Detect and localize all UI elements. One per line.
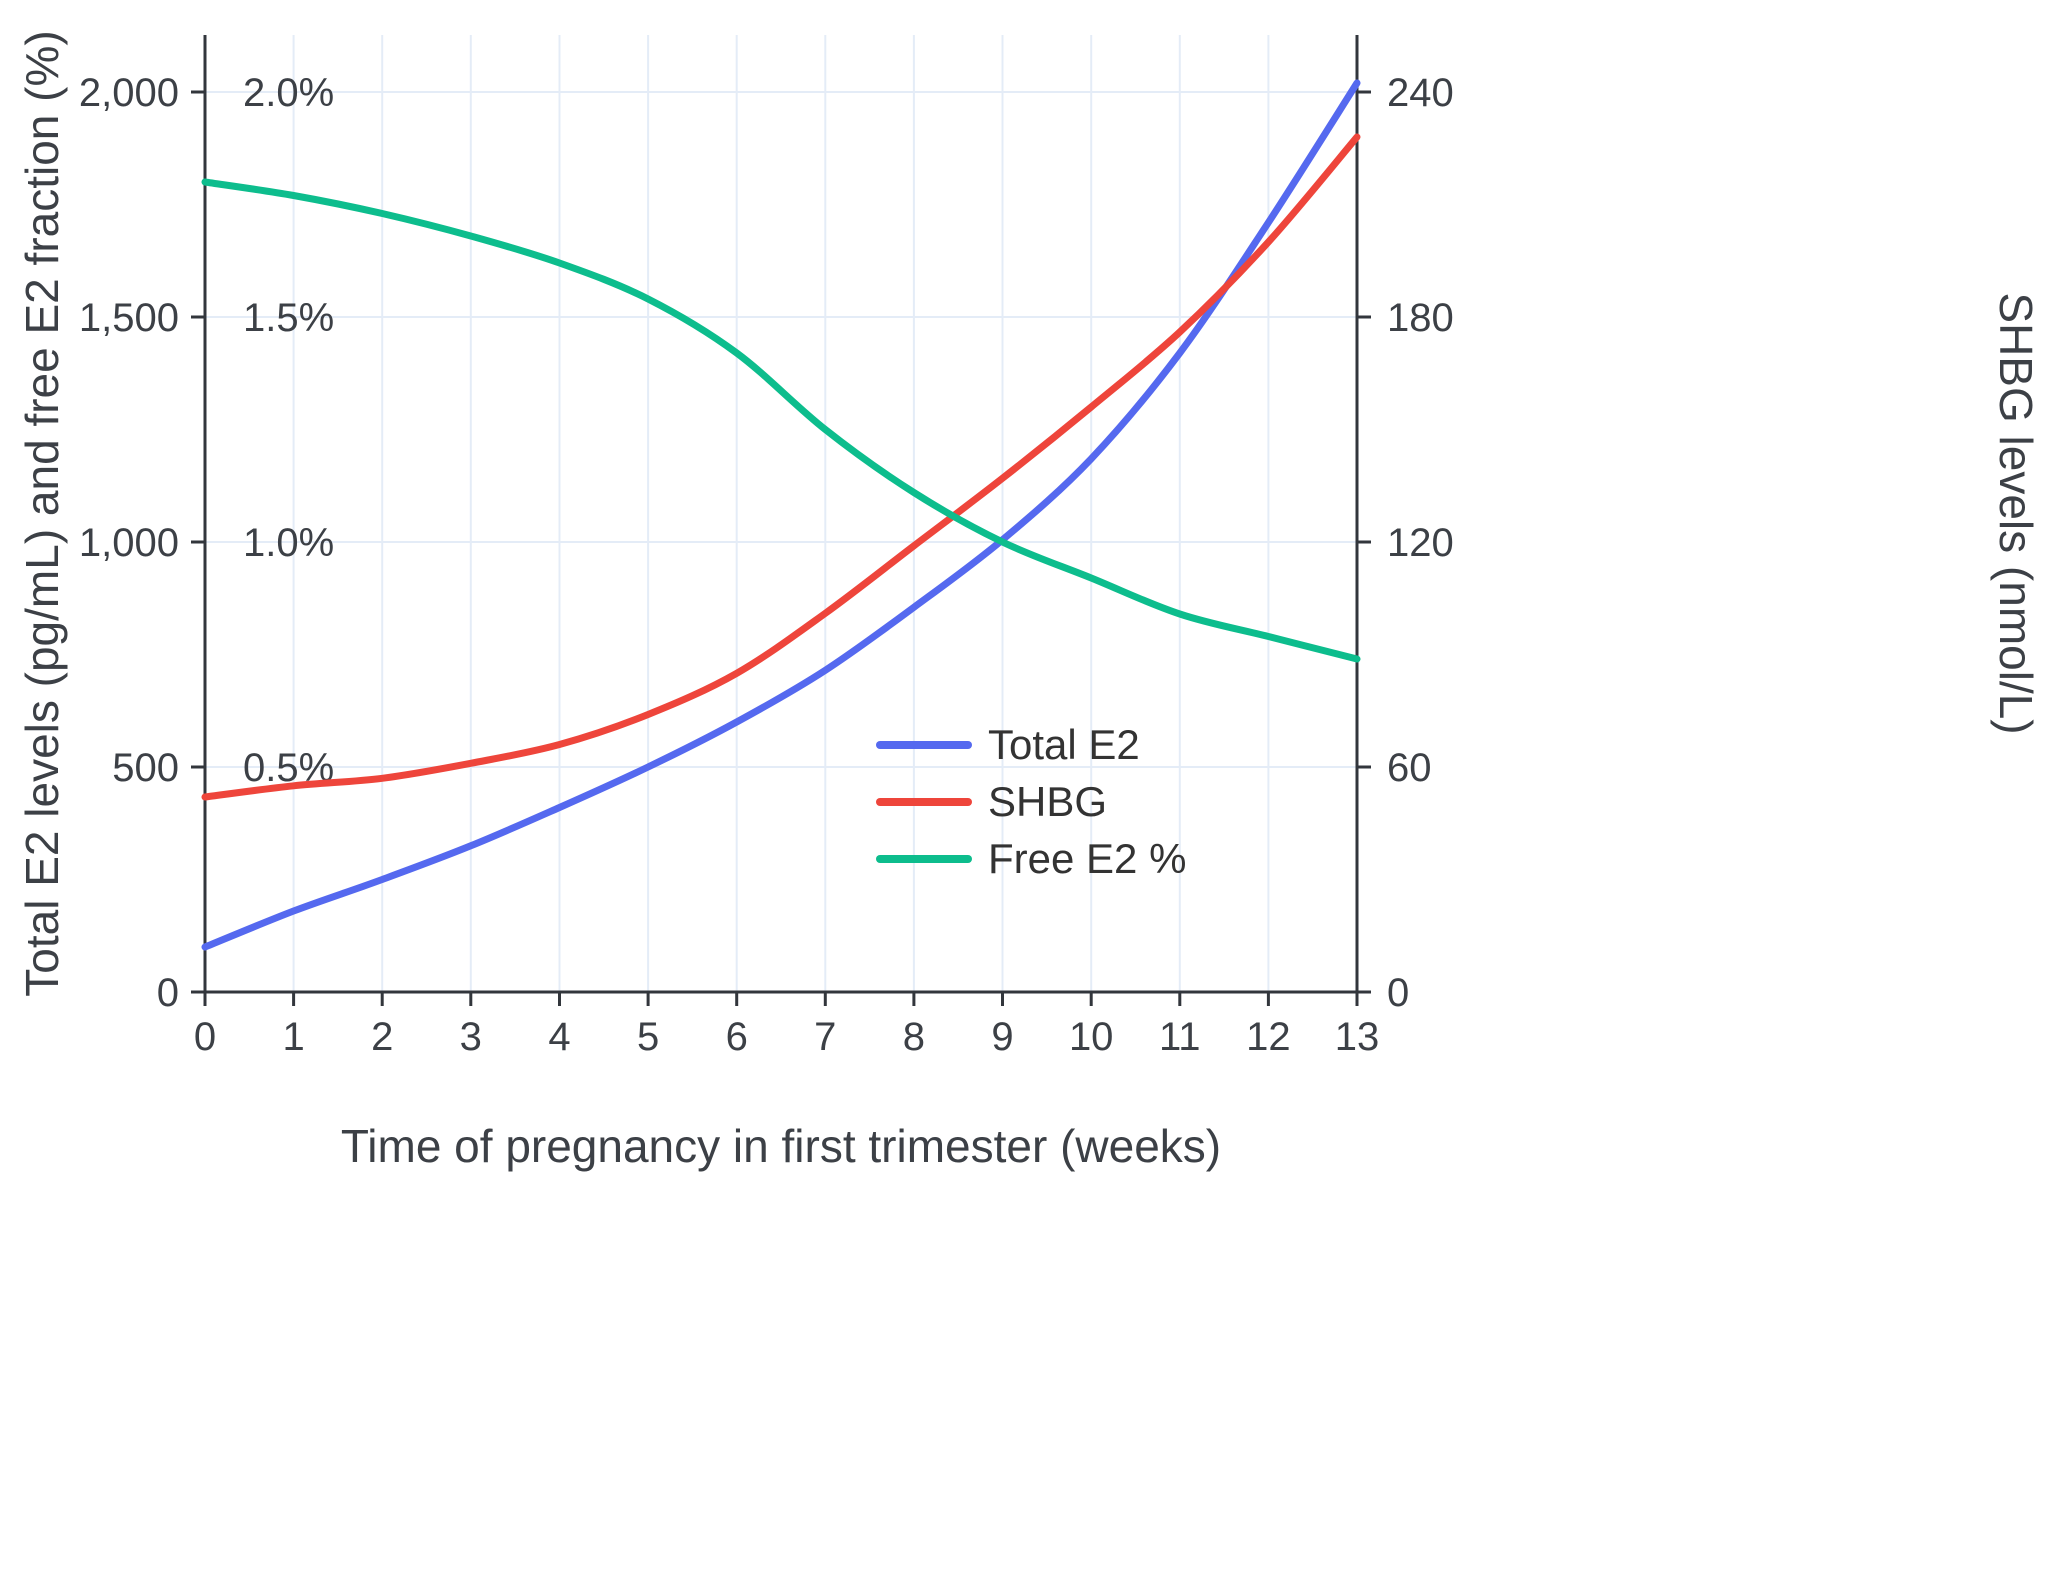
- x-axis-tick-label: 9: [991, 1015, 1013, 1059]
- percent-axis-label: 2.0%: [243, 71, 334, 115]
- x-axis-tick-label: 0: [194, 1015, 216, 1059]
- y-axis-right-tick-label: 60: [1387, 746, 1432, 790]
- x-axis-tick-label: 7: [814, 1015, 836, 1059]
- legend-item-shbg[interactable]: SHBG: [876, 778, 1107, 825]
- legend-label-shbg: SHBG: [988, 778, 1107, 825]
- x-axis-tick-label: 6: [726, 1015, 748, 1059]
- x-axis-tick-label: 4: [548, 1015, 570, 1059]
- x-axis-tick-label: 1: [282, 1015, 304, 1059]
- y-axis-left-tick-label: 2,000: [79, 71, 179, 115]
- x-axis-tick-label: 2: [371, 1015, 393, 1059]
- series-shbg-line: [201, 133, 1361, 801]
- series-total-e2-line: [201, 79, 1361, 951]
- legend-label-total-e2: Total E2: [988, 721, 1140, 768]
- y-axis-right-tick-label: 120: [1387, 521, 1454, 565]
- y-axis-left-tick-label: 1,000: [79, 521, 179, 565]
- legend-label-free-e2: Free E2 %: [988, 835, 1186, 882]
- series-free-e2-line: [201, 178, 1361, 663]
- y-axis-left-title: Total E2 levels (pg/mL) and free E2 frac…: [16, 30, 68, 996]
- percent-axis-label: 1.0%: [243, 521, 334, 565]
- x-axis-tick-label: 3: [460, 1015, 482, 1059]
- x-axis-tick-label: 10: [1069, 1015, 1114, 1059]
- legend-item-free-e2[interactable]: Free E2 %: [876, 835, 1186, 882]
- y-axis-right-tick-label: 180: [1387, 296, 1454, 340]
- y-axis-left-tick-label: 0: [157, 971, 179, 1015]
- y-axis-right-tick-label: 0: [1387, 971, 1409, 1015]
- x-axis-title: Time of pregnancy in first trimester (we…: [341, 1120, 1221, 1172]
- percent-axis-label: 1.5%: [243, 296, 334, 340]
- x-axis-tick-label: 13: [1335, 1015, 1380, 1059]
- legend-item-total-e2[interactable]: Total E2: [876, 721, 1140, 768]
- x-axis-tick-label: 11: [1159, 1015, 1201, 1059]
- y-axis-left-tick-label: 1,500: [79, 296, 179, 340]
- x-axis-tick-label: 12: [1246, 1015, 1291, 1059]
- x-axis-tick-label: 8: [903, 1015, 925, 1059]
- y-axis-right-tick-label: 240: [1387, 71, 1454, 115]
- x-axis-tick-label: 5: [637, 1015, 659, 1059]
- y-axis-left-tick-label: 500: [112, 746, 179, 790]
- y-axis-right-title: SHBG levels (nmol/L): [1990, 292, 2042, 734]
